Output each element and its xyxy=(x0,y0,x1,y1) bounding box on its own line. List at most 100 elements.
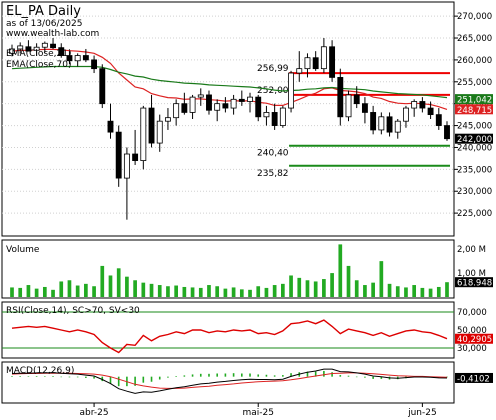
candle-down xyxy=(25,46,32,52)
volume-bar xyxy=(338,244,343,297)
price-tick-label: 270,000 xyxy=(457,12,492,22)
candle-down xyxy=(148,107,155,144)
candle-up xyxy=(164,117,171,122)
volume-bar xyxy=(18,287,23,297)
macd-pane xyxy=(1,361,455,404)
resistance-level-label: 256,99 xyxy=(257,64,289,74)
price-tick-label: 230,000 xyxy=(457,187,492,197)
candle-down xyxy=(329,46,336,78)
volume-bar xyxy=(59,281,64,297)
volume-bar xyxy=(51,289,55,297)
candle-up xyxy=(197,94,204,98)
volume-bar xyxy=(436,286,441,297)
candle-down xyxy=(222,103,229,109)
candle-down xyxy=(206,94,212,111)
macd-histogram-bar xyxy=(232,373,235,377)
macd-histogram-bar xyxy=(35,376,38,377)
candle-down xyxy=(107,120,114,133)
macd-histogram-bar xyxy=(331,372,333,377)
volume-bar xyxy=(239,289,244,297)
macd-histogram-bar xyxy=(150,376,153,382)
macd-histogram-bar xyxy=(117,376,120,387)
macd-histogram-bar xyxy=(314,371,317,377)
macd-histogram-bar xyxy=(257,374,260,377)
macd-histogram-bar xyxy=(306,371,309,377)
volume-bars: 1,00 M 2,00 M 618.948 xyxy=(10,244,493,297)
rsi-last-tag xyxy=(455,333,493,344)
macd-histogram-bar xyxy=(167,376,169,378)
last-value-label: 242,000 xyxy=(457,135,492,145)
rsi-last-label: 40,2905 xyxy=(457,335,492,345)
macd-histogram-bar xyxy=(175,376,177,377)
volume-title: Volume xyxy=(6,245,40,255)
volume-bar xyxy=(387,283,392,297)
resistance-level-label: 252,00 xyxy=(257,86,289,96)
last-value-tag xyxy=(455,104,493,115)
candle-up xyxy=(33,46,40,51)
volume-bar xyxy=(223,288,228,297)
candle-up xyxy=(247,96,253,102)
support-level-label: 240,40 xyxy=(257,149,289,159)
volume-bar xyxy=(371,282,375,297)
candle-down xyxy=(353,94,360,105)
price-tick-label: 245,000 xyxy=(457,122,492,132)
volume-bar xyxy=(84,283,88,297)
candle-up xyxy=(9,48,15,54)
macd-histogram-bar xyxy=(355,376,358,378)
candle-up xyxy=(320,46,327,70)
volume-tick-label: 1,00 M xyxy=(457,269,486,279)
rsi-pane xyxy=(1,301,455,359)
volume-bar xyxy=(256,286,261,297)
ema21-line xyxy=(11,48,448,110)
last-value-tag xyxy=(455,133,493,144)
candle-up xyxy=(74,55,81,62)
price-tick-label: 255,000 xyxy=(457,78,492,88)
macd-title: MACD(12,26,9) xyxy=(6,366,74,376)
candle-down xyxy=(361,103,368,113)
volume-bar xyxy=(141,282,146,297)
candle-down xyxy=(238,98,245,102)
candle-up xyxy=(41,42,48,48)
volume-last-tag xyxy=(455,277,493,288)
macd-histogram-bar xyxy=(282,375,284,377)
macd-histogram-bar xyxy=(44,376,46,377)
volume-tick-label: 2,00 M xyxy=(457,245,486,255)
volume-bar xyxy=(248,289,252,297)
volume-pane xyxy=(1,239,455,299)
volume-bar xyxy=(272,285,277,297)
volume-last-label: 618.948 xyxy=(457,279,492,289)
macd-histogram-bar xyxy=(216,373,218,377)
candle-up xyxy=(403,107,409,122)
volume-bar xyxy=(215,286,220,297)
volume-bar xyxy=(305,280,310,297)
price-tick-label: 240,000 xyxy=(457,143,492,153)
candle-up xyxy=(263,112,270,118)
watermark: www.wealth-lab.com xyxy=(6,29,99,39)
volume-bar xyxy=(133,280,137,297)
candle-up xyxy=(279,107,286,126)
macd-histogram-bar xyxy=(19,376,22,377)
volume-bar xyxy=(363,285,367,297)
volume-bar xyxy=(404,287,408,297)
volume-bar xyxy=(395,286,400,297)
candle-down xyxy=(370,112,377,131)
last-value-tag xyxy=(455,94,493,105)
volume-bar xyxy=(412,285,417,297)
macd-histogram-bar xyxy=(339,375,342,377)
macd-histogram-bar xyxy=(380,376,383,379)
price-tick-label: 260,000 xyxy=(457,56,492,66)
volume-bar xyxy=(149,283,154,297)
candle-down xyxy=(66,55,73,62)
candle-up xyxy=(411,101,418,109)
candle-up xyxy=(394,120,401,133)
rsi-tick-label: 70,000 xyxy=(457,308,487,318)
macd-line xyxy=(11,368,448,394)
macd-histogram-bar xyxy=(372,376,374,379)
macd-histogram-bar xyxy=(224,373,227,377)
candle-up xyxy=(123,153,130,179)
price-tick-label: 265,000 xyxy=(457,34,492,44)
macd-histogram-bar xyxy=(347,375,350,377)
